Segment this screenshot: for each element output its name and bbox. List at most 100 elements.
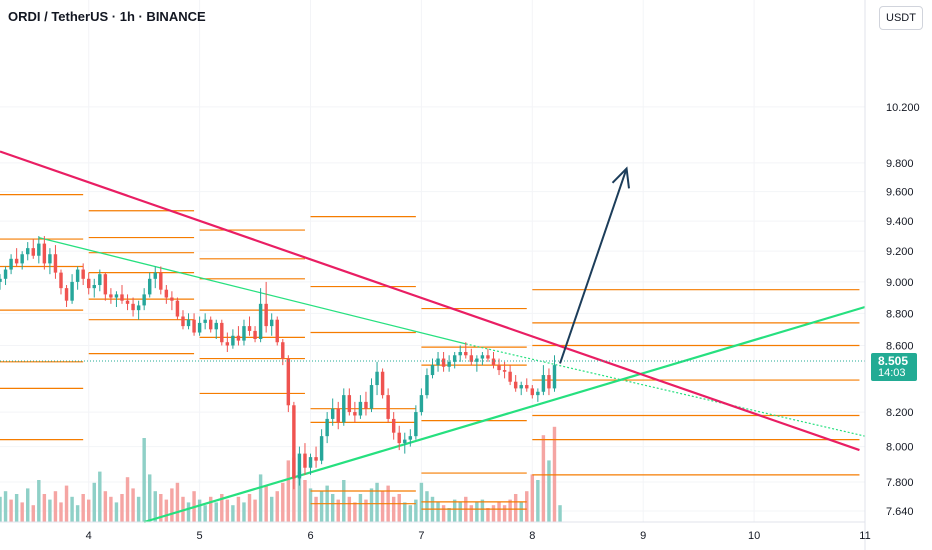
- volume-bar: [236, 496, 241, 522]
- resistance-trendline: [0, 150, 860, 452]
- candle-body: [525, 385, 529, 389]
- candle-body: [92, 285, 96, 289]
- x-tick-label: 11: [859, 530, 870, 542]
- candle-body: [458, 351, 462, 356]
- candle-body: [275, 319, 279, 343]
- candle-body: [136, 305, 141, 311]
- y-tick-label: 9.400: [886, 216, 914, 228]
- volume-bar: [414, 499, 418, 522]
- volume-bar: [375, 482, 379, 522]
- candle-body: [391, 418, 396, 433]
- volume-bar: [452, 499, 457, 522]
- volume-bar: [109, 496, 113, 522]
- last-price-value: 8.505: [878, 354, 909, 368]
- volume-bar: [330, 494, 335, 522]
- volume-bar: [369, 488, 374, 522]
- volume-bar: [286, 460, 291, 522]
- volume-bar: [242, 502, 246, 522]
- volume-bar: [247, 494, 252, 522]
- candle-body: [325, 418, 329, 437]
- volume-bar: [364, 499, 368, 522]
- candle-body: [59, 272, 63, 289]
- volume-bar: [486, 508, 490, 522]
- candle-body: [147, 278, 152, 295]
- volume-bar: [92, 482, 96, 522]
- candle-body: [225, 342, 230, 346]
- volume-bar: [75, 505, 80, 522]
- volume-bar: [131, 488, 135, 522]
- candles: [0, 236, 557, 490]
- candle-body: [186, 319, 191, 327]
- volume-bar: [336, 499, 340, 522]
- candle-body: [120, 294, 124, 301]
- volume-bar: [281, 482, 285, 522]
- candle-body: [513, 381, 518, 389]
- candle-body: [42, 243, 47, 264]
- upper-wedge-line: [38, 236, 466, 345]
- candle-body: [502, 370, 507, 372]
- candle-body: [303, 453, 307, 468]
- candle-body: [26, 248, 30, 255]
- x-tick-label: 8: [529, 530, 535, 542]
- volume-bar: [14, 494, 19, 522]
- candle-body: [530, 388, 535, 396]
- volume-bar: [502, 505, 507, 522]
- candle-body: [319, 436, 324, 461]
- upper-wedge-projection: [465, 343, 866, 437]
- y-tick-label: 8.000: [886, 442, 914, 454]
- candle-body: [497, 365, 501, 371]
- volume-bar: [220, 494, 224, 522]
- candle-body: [75, 269, 80, 282]
- candle-body: [109, 294, 113, 298]
- candle-body: [336, 408, 340, 423]
- candle-body: [269, 319, 274, 327]
- volume-bar: [558, 505, 562, 522]
- volume-bar: [397, 494, 401, 522]
- candle-body: [480, 355, 485, 359]
- candle-body: [430, 365, 435, 376]
- candle-body: [452, 355, 457, 362]
- volume-bar: [358, 494, 363, 522]
- volume-bar: [380, 491, 385, 522]
- candle-body: [81, 269, 85, 279]
- volume-bar: [513, 494, 518, 522]
- volume-bar: [303, 480, 307, 522]
- volume-bar: [264, 485, 268, 522]
- volume-bar: [214, 502, 218, 522]
- volume-bar: [297, 471, 302, 522]
- candle-body: [330, 408, 335, 419]
- candle-body: [131, 303, 135, 311]
- x-tick-label: 10: [748, 530, 760, 542]
- y-tick-label: 7.800: [886, 477, 914, 489]
- volume-bar: [170, 488, 174, 522]
- volume-bar: [275, 491, 279, 522]
- candle-body: [3, 269, 8, 279]
- candle-body: [214, 322, 218, 330]
- currency-button[interactable]: USDT: [879, 6, 923, 30]
- volume-bar: [70, 496, 74, 522]
- volume-bar: [153, 491, 157, 522]
- volume-bar: [541, 435, 546, 522]
- candle-body: [491, 358, 496, 366]
- candle-body: [247, 326, 252, 331]
- candle-body: [208, 319, 213, 330]
- candle-body: [308, 457, 313, 468]
- y-tick-label: 8.800: [886, 308, 914, 320]
- candle-body: [253, 330, 257, 339]
- candle-body: [164, 289, 169, 298]
- candle-body: [447, 361, 451, 367]
- candle-body: [358, 401, 363, 416]
- grid-lines: [0, 0, 866, 522]
- x-tick-label: 9: [640, 530, 646, 542]
- candle-body: [236, 335, 241, 341]
- volume-bar: [37, 480, 41, 522]
- candle-body: [0, 278, 2, 282]
- candle-body: [364, 401, 368, 409]
- candle-body: [286, 358, 291, 406]
- volume-bar: [447, 508, 451, 522]
- volume-bar: [508, 499, 512, 522]
- support-trendline: [143, 305, 866, 524]
- trendlines: [0, 150, 866, 524]
